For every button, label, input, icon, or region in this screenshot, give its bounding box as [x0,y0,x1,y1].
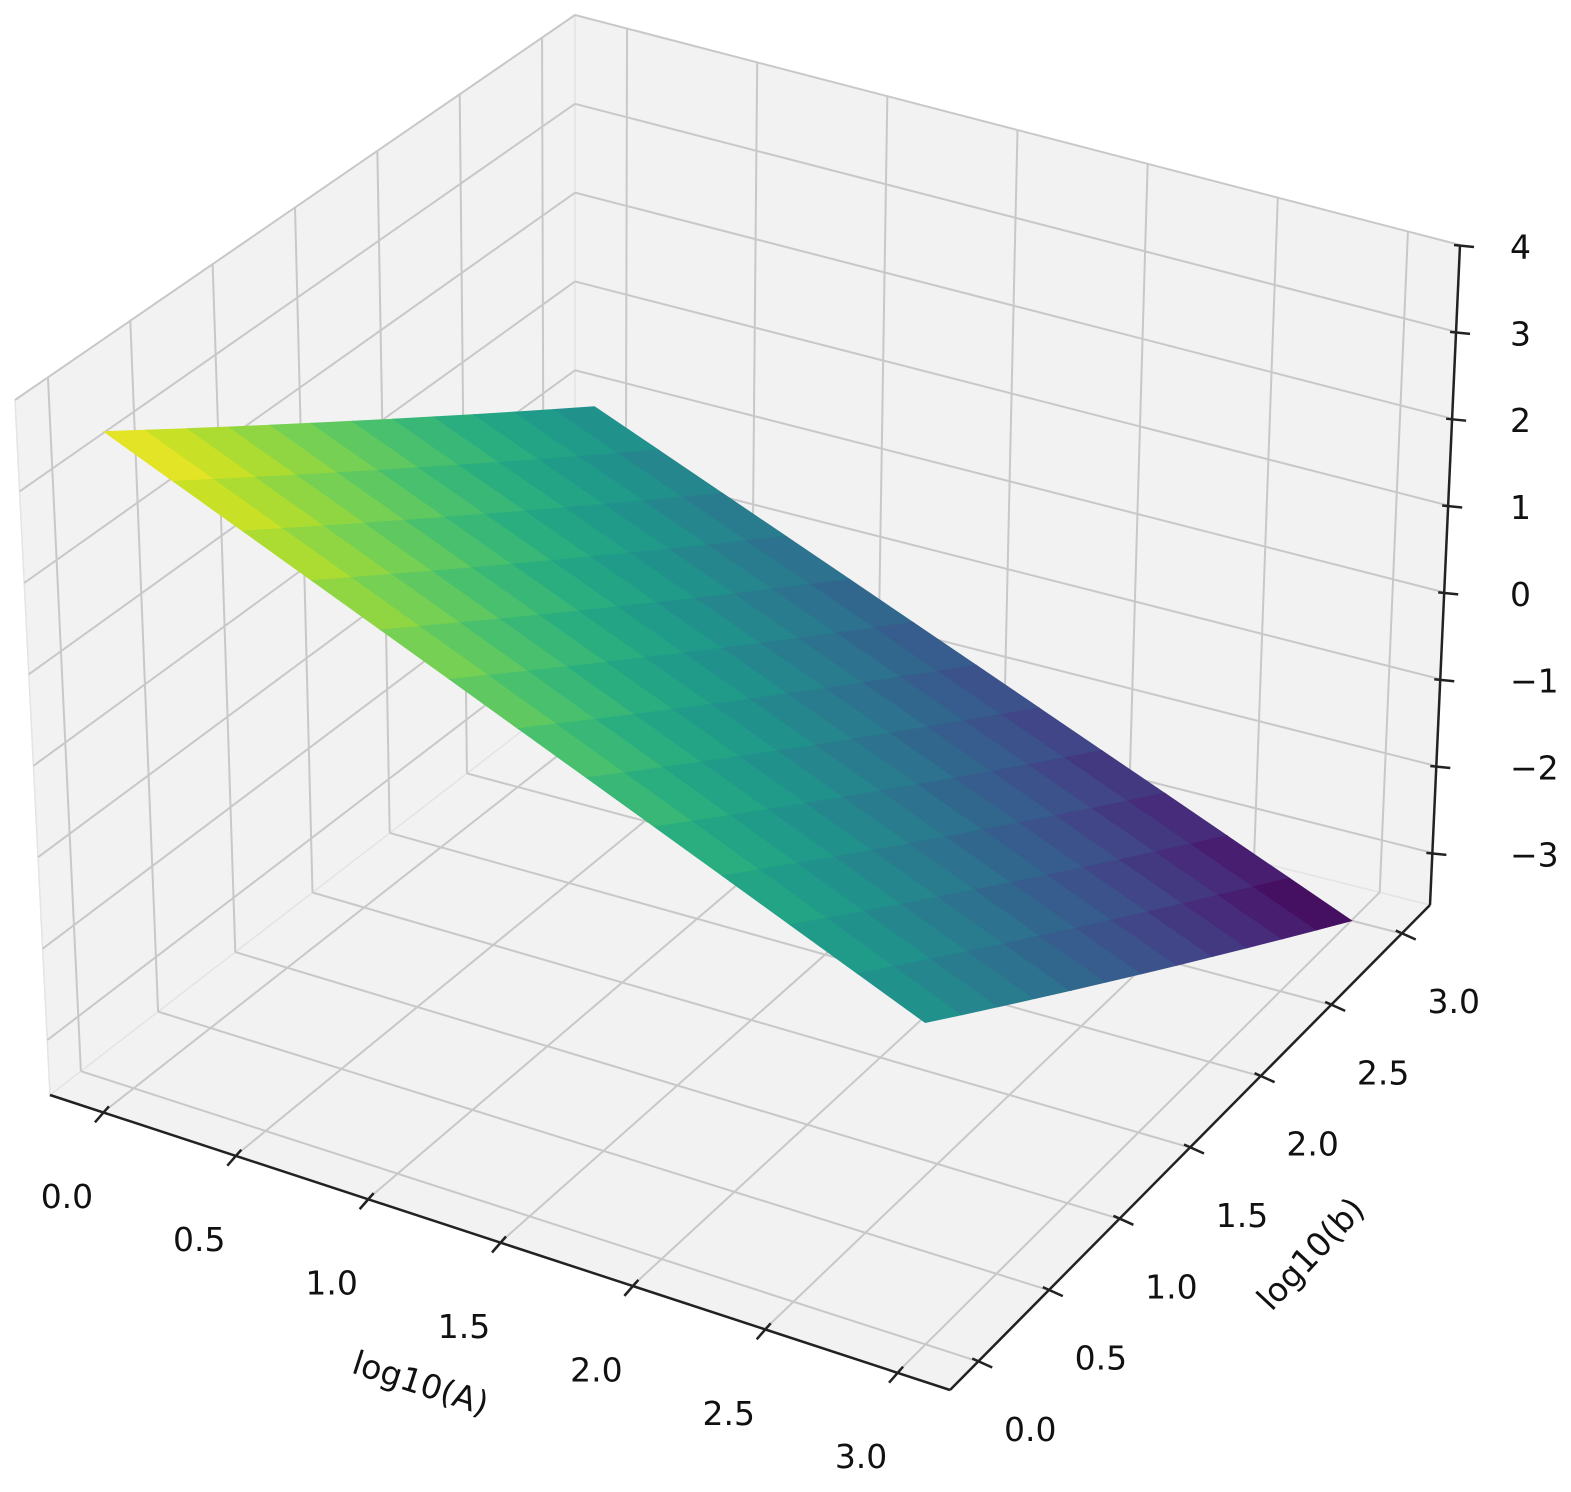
x-tick-label: 3.0 [835,1437,887,1476]
x-tick-label: 2.5 [702,1394,754,1433]
z-axis-line [1428,244,1462,906]
z-tick-label: 4 [1510,228,1531,267]
y-tick [1324,1000,1346,1012]
grid-line [14,14,576,401]
grid-line [1378,231,1409,893]
y-tick [1254,1072,1276,1084]
z-tick [1434,677,1455,683]
surface [102,406,1353,1024]
grid-line [157,1010,1050,1292]
x-tick-label: 1.5 [438,1307,490,1346]
y-tick-label: 1.5 [1216,1196,1268,1235]
z-tick-label: −2 [1510,749,1559,788]
x-tick [888,1365,904,1384]
x-tick [94,1105,110,1124]
z-tick [1430,764,1451,770]
z-tick-label: 2 [1510,401,1531,440]
grid-line [574,280,1449,507]
z-tick-label: −1 [1510,662,1559,701]
y-tick [1112,1214,1134,1226]
y-tick-label: 0.5 [1075,1339,1127,1378]
grid-line [574,14,1461,246]
x-tick-label: 0.5 [173,1220,225,1259]
z-tick [1438,591,1459,596]
z-tick [1445,417,1467,422]
grid-line [19,102,576,493]
x-tick-label: 2.0 [570,1350,622,1389]
y-tick-label: 3.0 [1428,982,1480,1021]
y-tick [971,1357,993,1369]
y-tick-label: 2.5 [1357,1053,1409,1092]
y-tick-label: 0.0 [1004,1410,1056,1449]
z-tick-label: 1 [1510,488,1531,527]
grid-line [211,264,237,953]
y-tick [1395,929,1417,941]
y-tick-label: 1.0 [1145,1267,1197,1306]
x-tick [491,1235,507,1254]
z-tick [1453,243,1475,249]
z-tick-label: −3 [1510,835,1559,874]
x-tick [755,1322,772,1341]
x-tick [623,1279,640,1297]
grid-line [574,191,1453,420]
grid-line [574,369,1445,594]
axes: 0.0 0.5 1.0 1.5 2.0 2.5 3.0 0.0 0.5 1.0 1.5 2.0 2.5 3… [41,228,1559,1477]
z-tick-label: 3 [1510,314,1531,353]
x-tick [358,1192,375,1210]
grid-line [46,377,82,1072]
grid-line [23,191,576,584]
y-tick-label: 2.0 [1286,1125,1338,1164]
grid-line [389,831,1261,1078]
z-tick [1449,330,1471,336]
z-tick [1442,504,1463,509]
grid-line [80,1070,979,1363]
x-tick [226,1148,243,1167]
x-tick-label: 0.0 [41,1177,93,1216]
surface-facet [1252,877,1353,931]
grid-line [1127,163,1149,830]
y-tick [1183,1143,1205,1155]
y-tick [1042,1286,1064,1298]
grid-line [235,951,1120,1220]
z-tick [1426,851,1447,857]
x-tick-label: 1.0 [305,1264,357,1303]
grid-line [574,102,1457,333]
grid-line [1252,197,1279,861]
z-tick-label: 0 [1510,575,1531,614]
grid-line [312,891,1191,1149]
